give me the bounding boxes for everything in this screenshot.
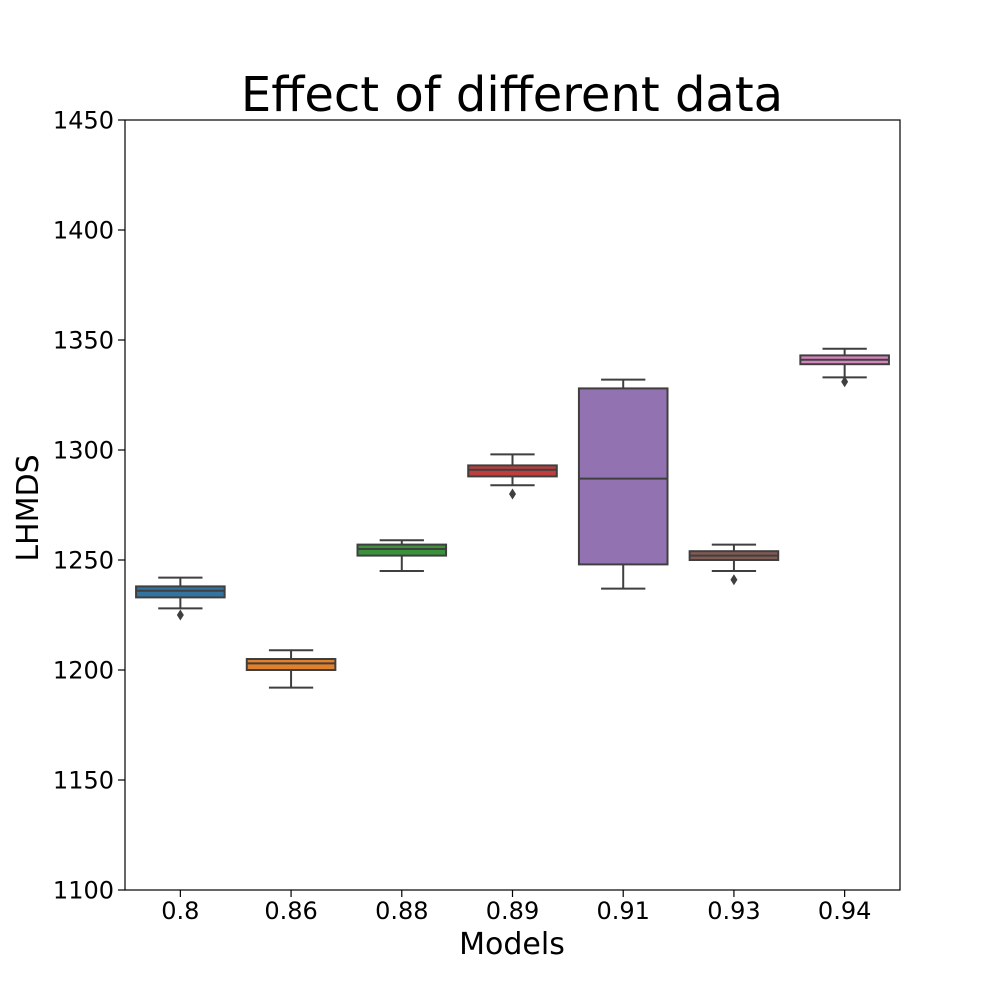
y-tick-label: 1250: [53, 547, 114, 575]
y-tick-label: 1200: [53, 657, 114, 685]
x-axis-ticks: 0.8 0.86 0.88 0.89 0.91 0.93 0.94: [161, 890, 871, 925]
y-tick-label: 1100: [53, 877, 114, 905]
x-tick-label: 0.89: [486, 897, 539, 925]
y-tick-label: 1450: [53, 107, 114, 135]
x-tick-label: 0.93: [707, 897, 760, 925]
box-group: [467, 453, 558, 500]
box-group: [577, 378, 669, 590]
box-iqr: [356, 543, 448, 557]
plot-area-frame: [124, 119, 901, 891]
y-tick-label: 1150: [53, 767, 114, 795]
x-tick-label: 0.8: [161, 897, 199, 925]
box-group: [799, 347, 890, 388]
box-iqr: [245, 658, 337, 671]
y-axis-ticks: 1100 1150 1200 1250 1300 1350 1400 1450: [53, 107, 125, 905]
x-tick-label: 0.88: [375, 897, 428, 925]
x-tick-label: 0.91: [596, 897, 649, 925]
box-group: [135, 576, 226, 621]
y-tick-label: 1350: [53, 327, 114, 355]
x-tick-label: 0.94: [818, 897, 871, 925]
box-group: [356, 539, 448, 572]
box-series: [135, 347, 890, 689]
outlier-point: [509, 488, 516, 500]
y-tick-label: 1400: [53, 217, 114, 245]
box-iqr: [577, 387, 669, 566]
outlier-point: [730, 574, 738, 586]
box-group: [245, 649, 337, 689]
x-tick-label: 0.86: [264, 897, 317, 925]
x-axis-label: Models: [459, 927, 565, 962]
chart-title: Effect of different data: [241, 67, 783, 123]
box-iqr: [135, 585, 226, 599]
y-axis-label: LHMDS: [11, 454, 46, 561]
box-group: [688, 543, 780, 586]
box-iqr: [467, 464, 558, 478]
y-tick-label: 1300: [53, 437, 114, 465]
outlier-point: [841, 376, 849, 388]
outlier-point: [176, 609, 184, 621]
